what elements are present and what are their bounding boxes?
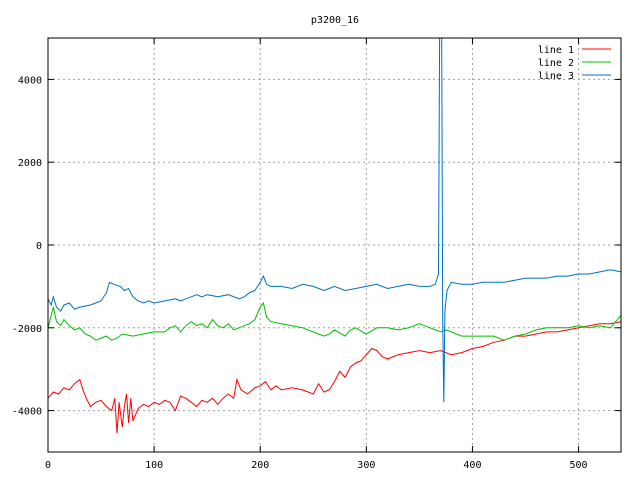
axis-ticks: 0 100 200 300 400 500 -4000 -2000 0 2000 4000 bbox=[12, 38, 621, 471]
legend-label: line 3 bbox=[538, 71, 574, 82]
y-tick-label: 0 bbox=[36, 241, 42, 252]
legend-label: line 2 bbox=[538, 58, 574, 69]
x-tick-label: 400 bbox=[463, 460, 481, 471]
chart-title: p3200_16 bbox=[311, 15, 359, 26]
y-tick-label: 2000 bbox=[18, 158, 42, 169]
legend: line 1 line 2 line 3 bbox=[538, 45, 611, 82]
x-tick-label: 300 bbox=[357, 460, 375, 471]
grid bbox=[48, 38, 621, 452]
x-tick-label: 200 bbox=[251, 460, 269, 471]
y-tick-label: 4000 bbox=[18, 75, 42, 86]
series-line-1 bbox=[47, 321, 622, 434]
y-tick-label: -4000 bbox=[12, 407, 42, 418]
x-tick-label: 100 bbox=[145, 460, 163, 471]
series-line-3 bbox=[47, 37, 622, 403]
x-tick-label: 500 bbox=[570, 460, 588, 471]
plot-frame bbox=[47, 37, 622, 453]
series-group bbox=[47, 37, 622, 434]
y-tick-label: -2000 bbox=[12, 324, 42, 335]
legend-label: line 1 bbox=[538, 45, 574, 56]
x-tick-label: 0 bbox=[45, 460, 51, 471]
series-line-2 bbox=[47, 301, 622, 341]
